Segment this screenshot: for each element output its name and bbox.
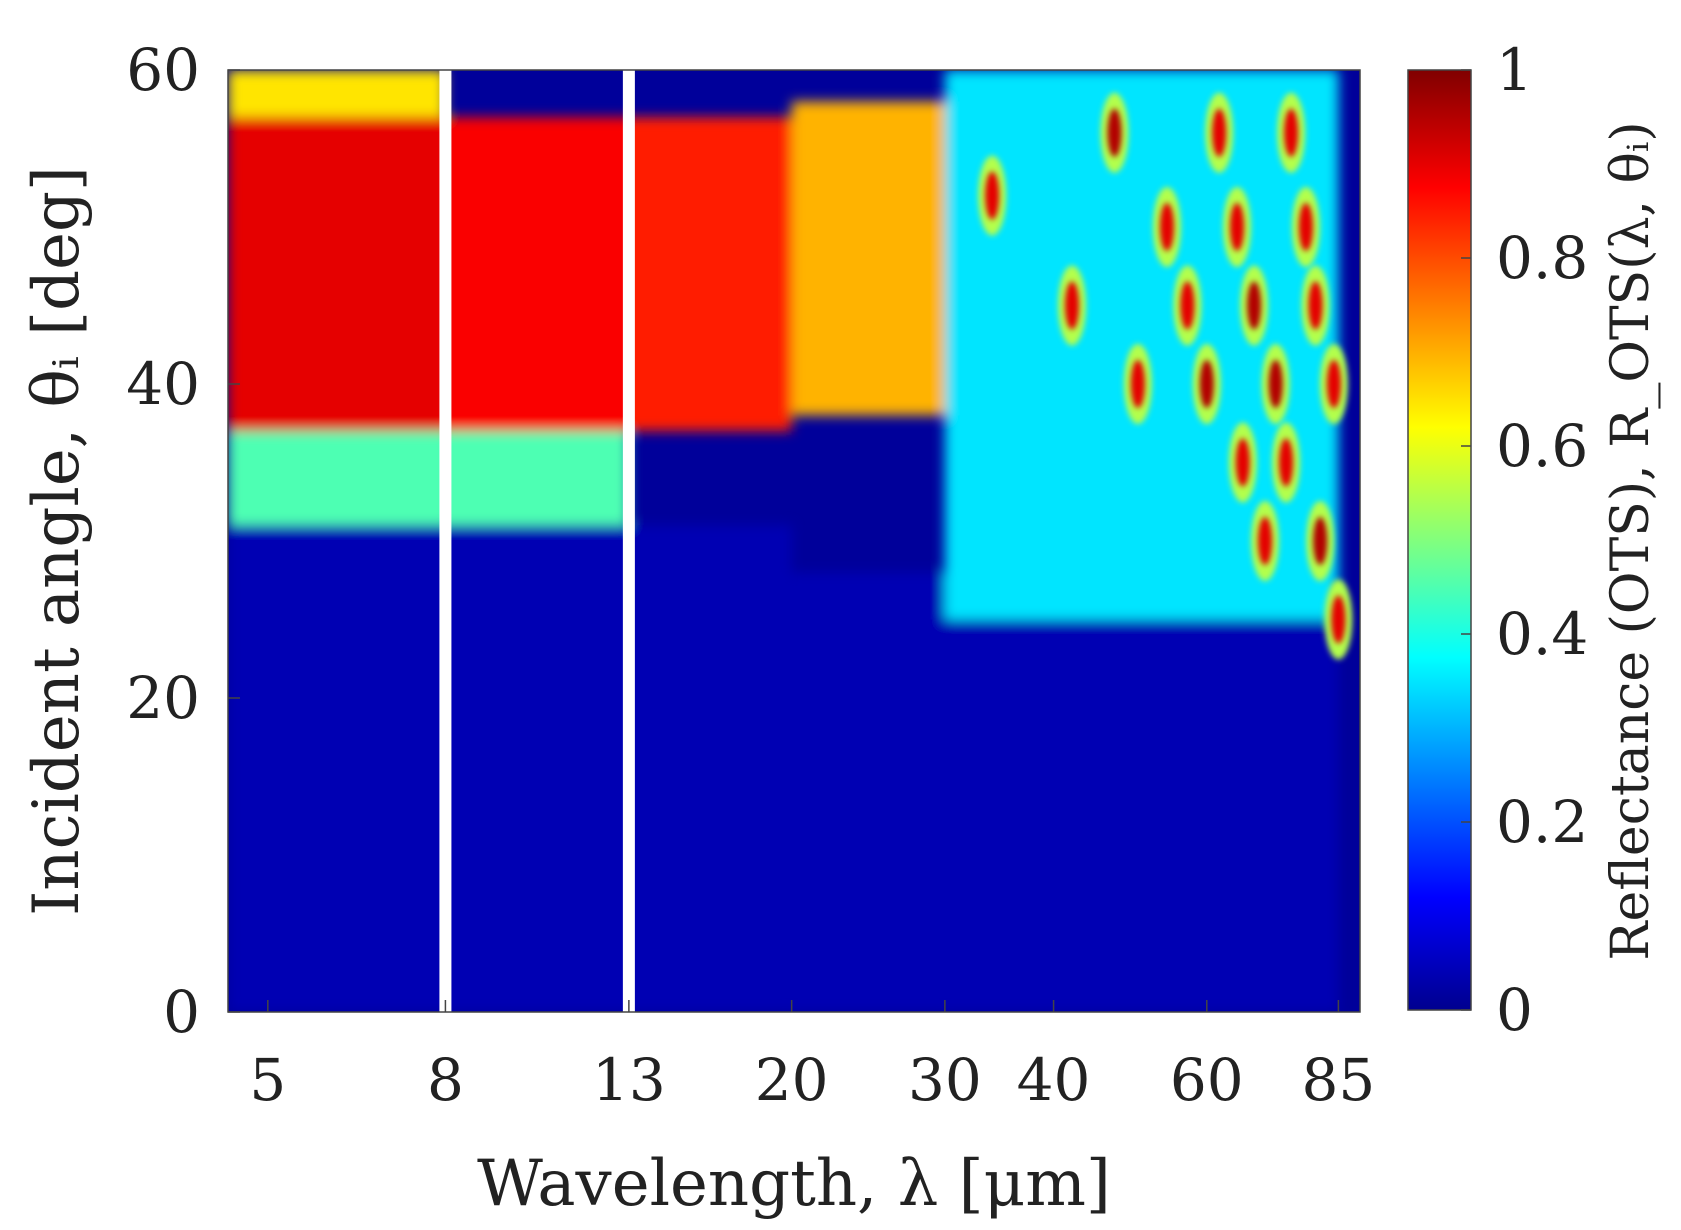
reflectance-region <box>445 431 629 526</box>
colorbar-tick-label: 0 <box>1496 976 1533 1044</box>
x-tick-label: 30 <box>908 1046 982 1114</box>
resonance-spot <box>1331 595 1346 644</box>
heatmap-plot-area <box>228 70 1360 1012</box>
x-tick-label: 40 <box>1017 1046 1091 1114</box>
reflectance-region <box>228 70 446 118</box>
resonance-spot <box>1065 281 1080 330</box>
colorbar-tick-label: 0.8 <box>1496 224 1588 292</box>
y-tick-label: 60 <box>126 36 200 104</box>
reflectance-region <box>228 431 446 526</box>
resonance-spot <box>1199 360 1214 408</box>
colorbar-gradient <box>1407 69 1472 1011</box>
resonance-spot <box>1230 203 1245 251</box>
y-tick-label: 20 <box>126 664 200 732</box>
x-tick-label: 60 <box>1170 1046 1244 1114</box>
resonance-spot <box>1212 108 1227 157</box>
resonance-spot <box>1268 360 1283 408</box>
reflectance-region <box>445 117 629 432</box>
colorbar-tick-label: 1 <box>1496 36 1533 104</box>
resonance-spot <box>985 171 1000 220</box>
reflectance-region <box>791 101 945 416</box>
resonance-spot <box>1284 108 1299 157</box>
wavelength-gap <box>622 70 635 1012</box>
reflectance-region <box>228 117 446 432</box>
resonance-spot <box>1313 517 1328 565</box>
colorbar: 0 0.2 0.4 0.6 0.8 1 Reflectance (OTS), R_OTS(… <box>1407 36 1661 1044</box>
reflectance-region <box>445 525 629 1012</box>
colorbar-tick-label: 0.4 <box>1496 600 1588 668</box>
plot-frame <box>227 69 1361 1013</box>
resonance-spot <box>1180 281 1195 330</box>
colorbar-tick-label: 0.6 <box>1496 412 1588 480</box>
resonance-spot <box>1235 438 1250 487</box>
x-tick-label: 85 <box>1301 1046 1375 1114</box>
colorbar-tick-label: 0.2 <box>1496 788 1588 856</box>
reflectance-region <box>628 117 792 432</box>
y-axis-ticks: 0 20 40 60 <box>126 36 240 1046</box>
reflectance-region <box>628 525 792 1012</box>
reflectance-region <box>228 525 446 1012</box>
reflectance-region <box>791 572 945 1012</box>
resonance-spot <box>1298 203 1313 251</box>
resonance-spot <box>1279 438 1294 487</box>
resonance-spots <box>978 92 1353 660</box>
reflectance-region <box>944 619 1339 1012</box>
x-tick-label: 13 <box>592 1046 666 1114</box>
y-tick-label: 0 <box>163 978 200 1046</box>
resonance-spot <box>1159 203 1174 251</box>
resonance-spot <box>1130 360 1145 408</box>
colorbar-ticks: 0 0.2 0.4 0.6 0.8 1 <box>1461 36 1588 1044</box>
wavelength-gap <box>439 70 452 1012</box>
x-tick-label: 5 <box>249 1046 286 1114</box>
x-tick-label: 20 <box>755 1046 829 1114</box>
x-axis-ticks: 5 8 13 20 30 40 60 85 <box>249 1000 1375 1114</box>
y-tick-label: 40 <box>126 350 200 418</box>
resonance-spot <box>1107 108 1122 157</box>
resonance-spot <box>1308 281 1323 330</box>
resonance-spot <box>1258 517 1273 565</box>
x-tick-label: 8 <box>427 1046 464 1114</box>
resonance-spot <box>1247 281 1262 330</box>
resonance-spot <box>1326 360 1341 408</box>
colorbar-title: Reflectance (OTS), R_OTS(λ, θᵢ) <box>1601 121 1661 960</box>
reflectance-regions <box>228 70 1339 1012</box>
y-axis-title: Incident angle, θᵢ [deg] <box>20 166 94 916</box>
x-axis-title: Wavelength, λ [μm] <box>477 1147 1111 1221</box>
wavelength-gaps <box>439 70 635 1012</box>
